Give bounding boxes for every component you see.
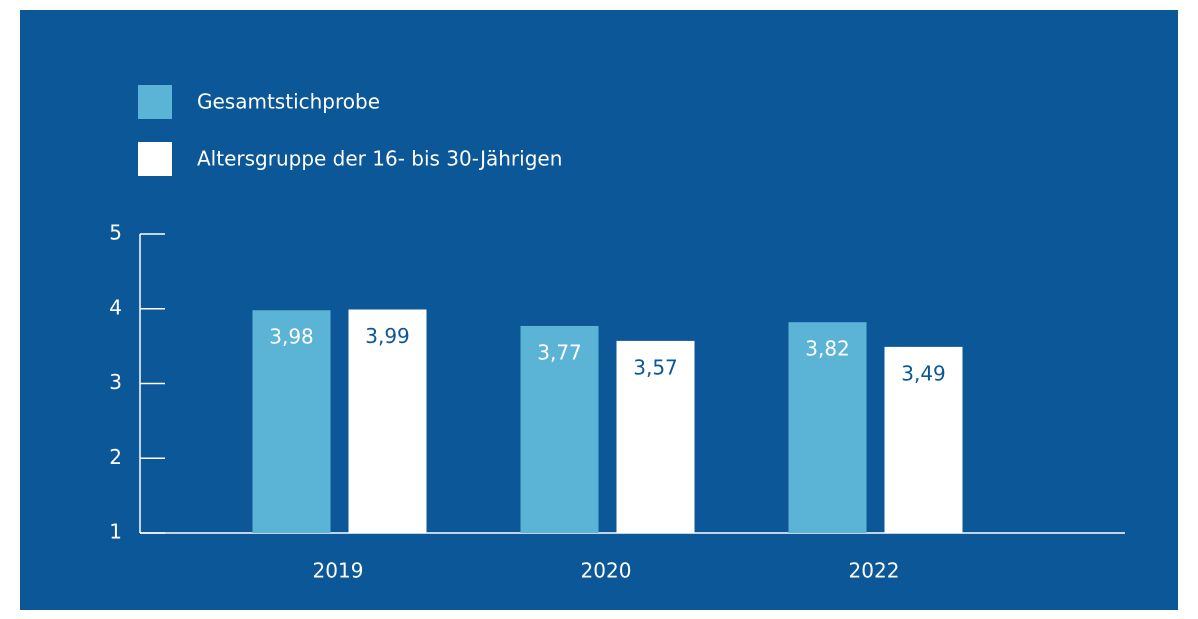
bar bbox=[788, 322, 867, 533]
value-label: 3,49 bbox=[901, 361, 946, 385]
value-label: 3,98 bbox=[269, 325, 314, 349]
legend-label: Gesamtstichprobe bbox=[197, 90, 380, 114]
value-label: 3,82 bbox=[805, 337, 850, 361]
x-tick-label: 2020 bbox=[581, 559, 632, 583]
legend-label: Altersgruppe der 16- bis 30-Jährigen bbox=[197, 147, 562, 171]
bar bbox=[616, 340, 695, 533]
panel bbox=[20, 10, 1178, 610]
y-tick-label: 5 bbox=[109, 221, 122, 245]
legend-swatch bbox=[138, 85, 172, 119]
y-tick-label: 3 bbox=[109, 370, 122, 394]
legend-swatch bbox=[138, 142, 172, 176]
bar bbox=[348, 309, 427, 533]
x-tick-label: 2019 bbox=[313, 559, 364, 583]
value-label: 3,99 bbox=[365, 324, 410, 348]
bar bbox=[884, 346, 963, 533]
y-tick-label: 4 bbox=[109, 295, 122, 319]
bar bbox=[252, 310, 331, 533]
value-label: 3,57 bbox=[633, 355, 678, 379]
bar bbox=[520, 325, 599, 533]
y-tick-label: 2 bbox=[109, 445, 122, 469]
x-tick-label: 2022 bbox=[849, 559, 900, 583]
value-label: 3,77 bbox=[537, 340, 582, 364]
y-tick-label: 1 bbox=[109, 520, 122, 544]
